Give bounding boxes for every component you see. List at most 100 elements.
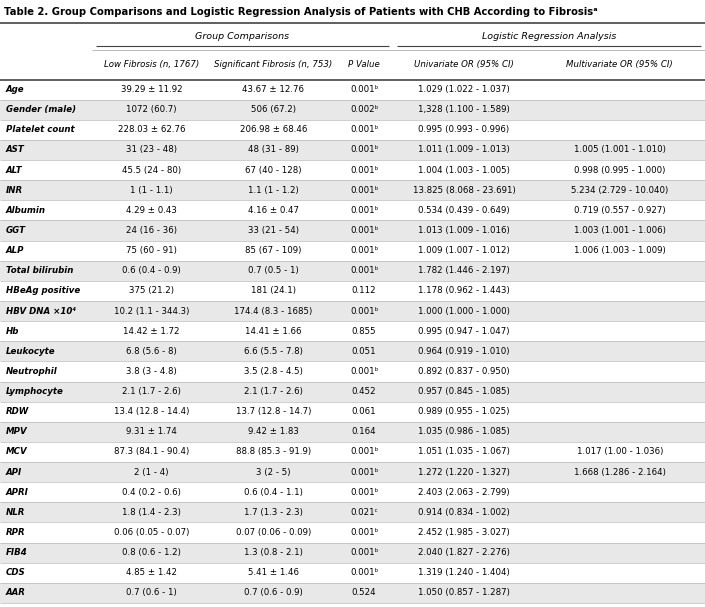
Text: 88.8 (85.3 - 91.9): 88.8 (85.3 - 91.9)	[235, 447, 311, 456]
Text: 1.782 (1.446 - 2.197): 1.782 (1.446 - 2.197)	[418, 266, 510, 276]
Text: Platelet count: Platelet count	[6, 126, 75, 134]
Text: 0.001ᵇ: 0.001ᵇ	[350, 447, 379, 456]
Bar	[0, 23, 705, 50]
Text: API: API	[6, 467, 23, 476]
Text: AAR: AAR	[6, 588, 26, 597]
Bar	[0, 402, 705, 422]
Text: 1.005 (1.001 - 1.010): 1.005 (1.001 - 1.010)	[574, 146, 666, 155]
Text: 31 (23 - 48): 31 (23 - 48)	[126, 146, 177, 155]
Text: 0.164: 0.164	[352, 427, 376, 436]
Text: MPV: MPV	[6, 427, 27, 436]
Text: 0.112: 0.112	[352, 287, 376, 296]
Text: 0.001ᵇ: 0.001ᵇ	[350, 186, 379, 195]
Bar	[0, 442, 705, 462]
Text: Univariate OR (95% CI): Univariate OR (95% CI)	[414, 61, 514, 69]
Text: 13.7 (12.8 - 14.7): 13.7 (12.8 - 14.7)	[235, 407, 311, 416]
Text: GGT: GGT	[6, 226, 26, 235]
Text: 2.452 (1.985 - 3.027): 2.452 (1.985 - 3.027)	[418, 528, 510, 537]
Text: 0.914 (0.834 - 1.002): 0.914 (0.834 - 1.002)	[418, 508, 510, 517]
Text: 0.7 (0.6 - 1): 0.7 (0.6 - 1)	[126, 588, 177, 597]
Text: 0.061: 0.061	[352, 407, 376, 416]
Text: 0.7 (0.6 - 0.9): 0.7 (0.6 - 0.9)	[244, 588, 302, 597]
Text: 0.001ᵇ: 0.001ᵇ	[350, 226, 379, 235]
Text: 1.011 (1.009 - 1.013): 1.011 (1.009 - 1.013)	[418, 146, 510, 155]
Bar	[0, 563, 705, 583]
Text: 2.1 (1.7 - 2.6): 2.1 (1.7 - 2.6)	[244, 387, 302, 396]
Text: 1.009 (1.007 - 1.012): 1.009 (1.007 - 1.012)	[418, 246, 510, 255]
Text: Table 2. Group Comparisons and Logistic Regression Analysis of Patients with CHB: Table 2. Group Comparisons and Logistic …	[4, 7, 598, 16]
Bar	[0, 422, 705, 442]
Text: Neutrophil: Neutrophil	[6, 367, 58, 376]
Text: P Value: P Value	[348, 61, 380, 69]
Text: 0.021ᶜ: 0.021ᶜ	[350, 508, 378, 517]
Text: APRI: APRI	[6, 488, 29, 497]
Text: 3.8 (3 - 4.8): 3.8 (3 - 4.8)	[126, 367, 177, 376]
Text: AST: AST	[6, 146, 25, 155]
Text: 1.8 (1.4 - 2.3): 1.8 (1.4 - 2.3)	[122, 508, 181, 517]
Text: 0.001ᵇ: 0.001ᵇ	[350, 266, 379, 276]
Text: 1.3 (0.8 - 2.1): 1.3 (0.8 - 2.1)	[244, 548, 302, 557]
Text: 375 (21.2): 375 (21.2)	[129, 287, 174, 296]
Text: RPR: RPR	[6, 528, 25, 537]
Text: 0.964 (0.919 - 1.010): 0.964 (0.919 - 1.010)	[418, 347, 510, 356]
Bar	[0, 321, 705, 341]
Text: 1.004 (1.003 - 1.005): 1.004 (1.003 - 1.005)	[418, 166, 510, 175]
Text: Albumin: Albumin	[6, 206, 46, 215]
Bar	[0, 382, 705, 402]
Text: Age: Age	[6, 85, 25, 94]
Text: 75 (60 - 91): 75 (60 - 91)	[126, 246, 177, 255]
Text: 43.67 ± 12.76: 43.67 ± 12.76	[243, 85, 304, 94]
Text: 0.001ᵇ: 0.001ᵇ	[350, 166, 379, 175]
Text: 14.42 ± 1.72: 14.42 ± 1.72	[123, 327, 180, 336]
Text: 3 (2 - 5): 3 (2 - 5)	[256, 467, 290, 476]
Bar	[0, 50, 705, 80]
Text: 0.001ᵇ: 0.001ᵇ	[350, 488, 379, 497]
Text: 0.06 (0.05 - 0.07): 0.06 (0.05 - 0.07)	[114, 528, 189, 537]
Bar	[0, 100, 705, 120]
Bar	[0, 341, 705, 361]
Text: Gender (male): Gender (male)	[6, 105, 76, 114]
Text: 0.001ᵇ: 0.001ᵇ	[350, 367, 379, 376]
Text: 0.001ᵇ: 0.001ᵇ	[350, 246, 379, 255]
Text: 2.040 (1.827 - 2.276): 2.040 (1.827 - 2.276)	[418, 548, 510, 557]
Text: Significant Fibrosis (n, 753): Significant Fibrosis (n, 753)	[214, 61, 332, 69]
Text: 1 (1 - 1.1): 1 (1 - 1.1)	[130, 186, 173, 195]
Bar	[0, 160, 705, 180]
Bar	[0, 523, 705, 543]
Text: 0.001ᵇ: 0.001ᵇ	[350, 146, 379, 155]
Text: RDW: RDW	[6, 407, 29, 416]
Text: 0.07 (0.06 - 0.09): 0.07 (0.06 - 0.09)	[235, 528, 311, 537]
Text: 0.001ᵇ: 0.001ᵇ	[350, 126, 379, 134]
Text: 1.319 (1.240 - 1.404): 1.319 (1.240 - 1.404)	[418, 568, 510, 577]
Text: 1.029 (1.022 - 1.037): 1.029 (1.022 - 1.037)	[418, 85, 510, 94]
Text: Logistic Regression Analysis: Logistic Regression Analysis	[482, 32, 616, 41]
Text: 5.234 (2.729 - 10.040): 5.234 (2.729 - 10.040)	[571, 186, 668, 195]
Text: 0.719 (0.557 - 0.927): 0.719 (0.557 - 0.927)	[574, 206, 666, 215]
Text: 1,328 (1.100 - 1.589): 1,328 (1.100 - 1.589)	[418, 105, 510, 114]
Bar	[0, 543, 705, 563]
Text: 228.03 ± 62.76: 228.03 ± 62.76	[118, 126, 185, 134]
Text: NLR: NLR	[6, 508, 25, 517]
Text: 0.452: 0.452	[352, 387, 376, 396]
Text: 1.003 (1.001 - 1.006): 1.003 (1.001 - 1.006)	[574, 226, 666, 235]
Text: 1.006 (1.003 - 1.009): 1.006 (1.003 - 1.009)	[574, 246, 666, 255]
Text: 0.989 (0.955 - 1.025): 0.989 (0.955 - 1.025)	[418, 407, 510, 416]
Bar	[0, 482, 705, 503]
Text: 3.5 (2.8 - 4.5): 3.5 (2.8 - 4.5)	[244, 367, 302, 376]
Text: 4.85 ± 1.42: 4.85 ± 1.42	[126, 568, 177, 577]
Bar	[0, 180, 705, 200]
Bar	[0, 0, 705, 23]
Text: 24 (16 - 36): 24 (16 - 36)	[126, 226, 177, 235]
Text: 1.017 (1.00 - 1.036): 1.017 (1.00 - 1.036)	[577, 447, 663, 456]
Text: 1.000 (1.000 - 1.000): 1.000 (1.000 - 1.000)	[418, 307, 510, 316]
Text: 181 (24.1): 181 (24.1)	[251, 287, 295, 296]
Text: 2.1 (1.7 - 2.6): 2.1 (1.7 - 2.6)	[122, 387, 181, 396]
Text: 0.001ᵇ: 0.001ᵇ	[350, 568, 379, 577]
Bar	[0, 200, 705, 220]
Text: 1.050 (0.857 - 1.287): 1.050 (0.857 - 1.287)	[418, 588, 510, 597]
Bar	[0, 120, 705, 140]
Text: 87.3 (84.1 - 90.4): 87.3 (84.1 - 90.4)	[114, 447, 189, 456]
Text: 0.855: 0.855	[352, 327, 376, 336]
Bar	[0, 240, 705, 261]
Text: HBeAg positive: HBeAg positive	[6, 287, 80, 296]
